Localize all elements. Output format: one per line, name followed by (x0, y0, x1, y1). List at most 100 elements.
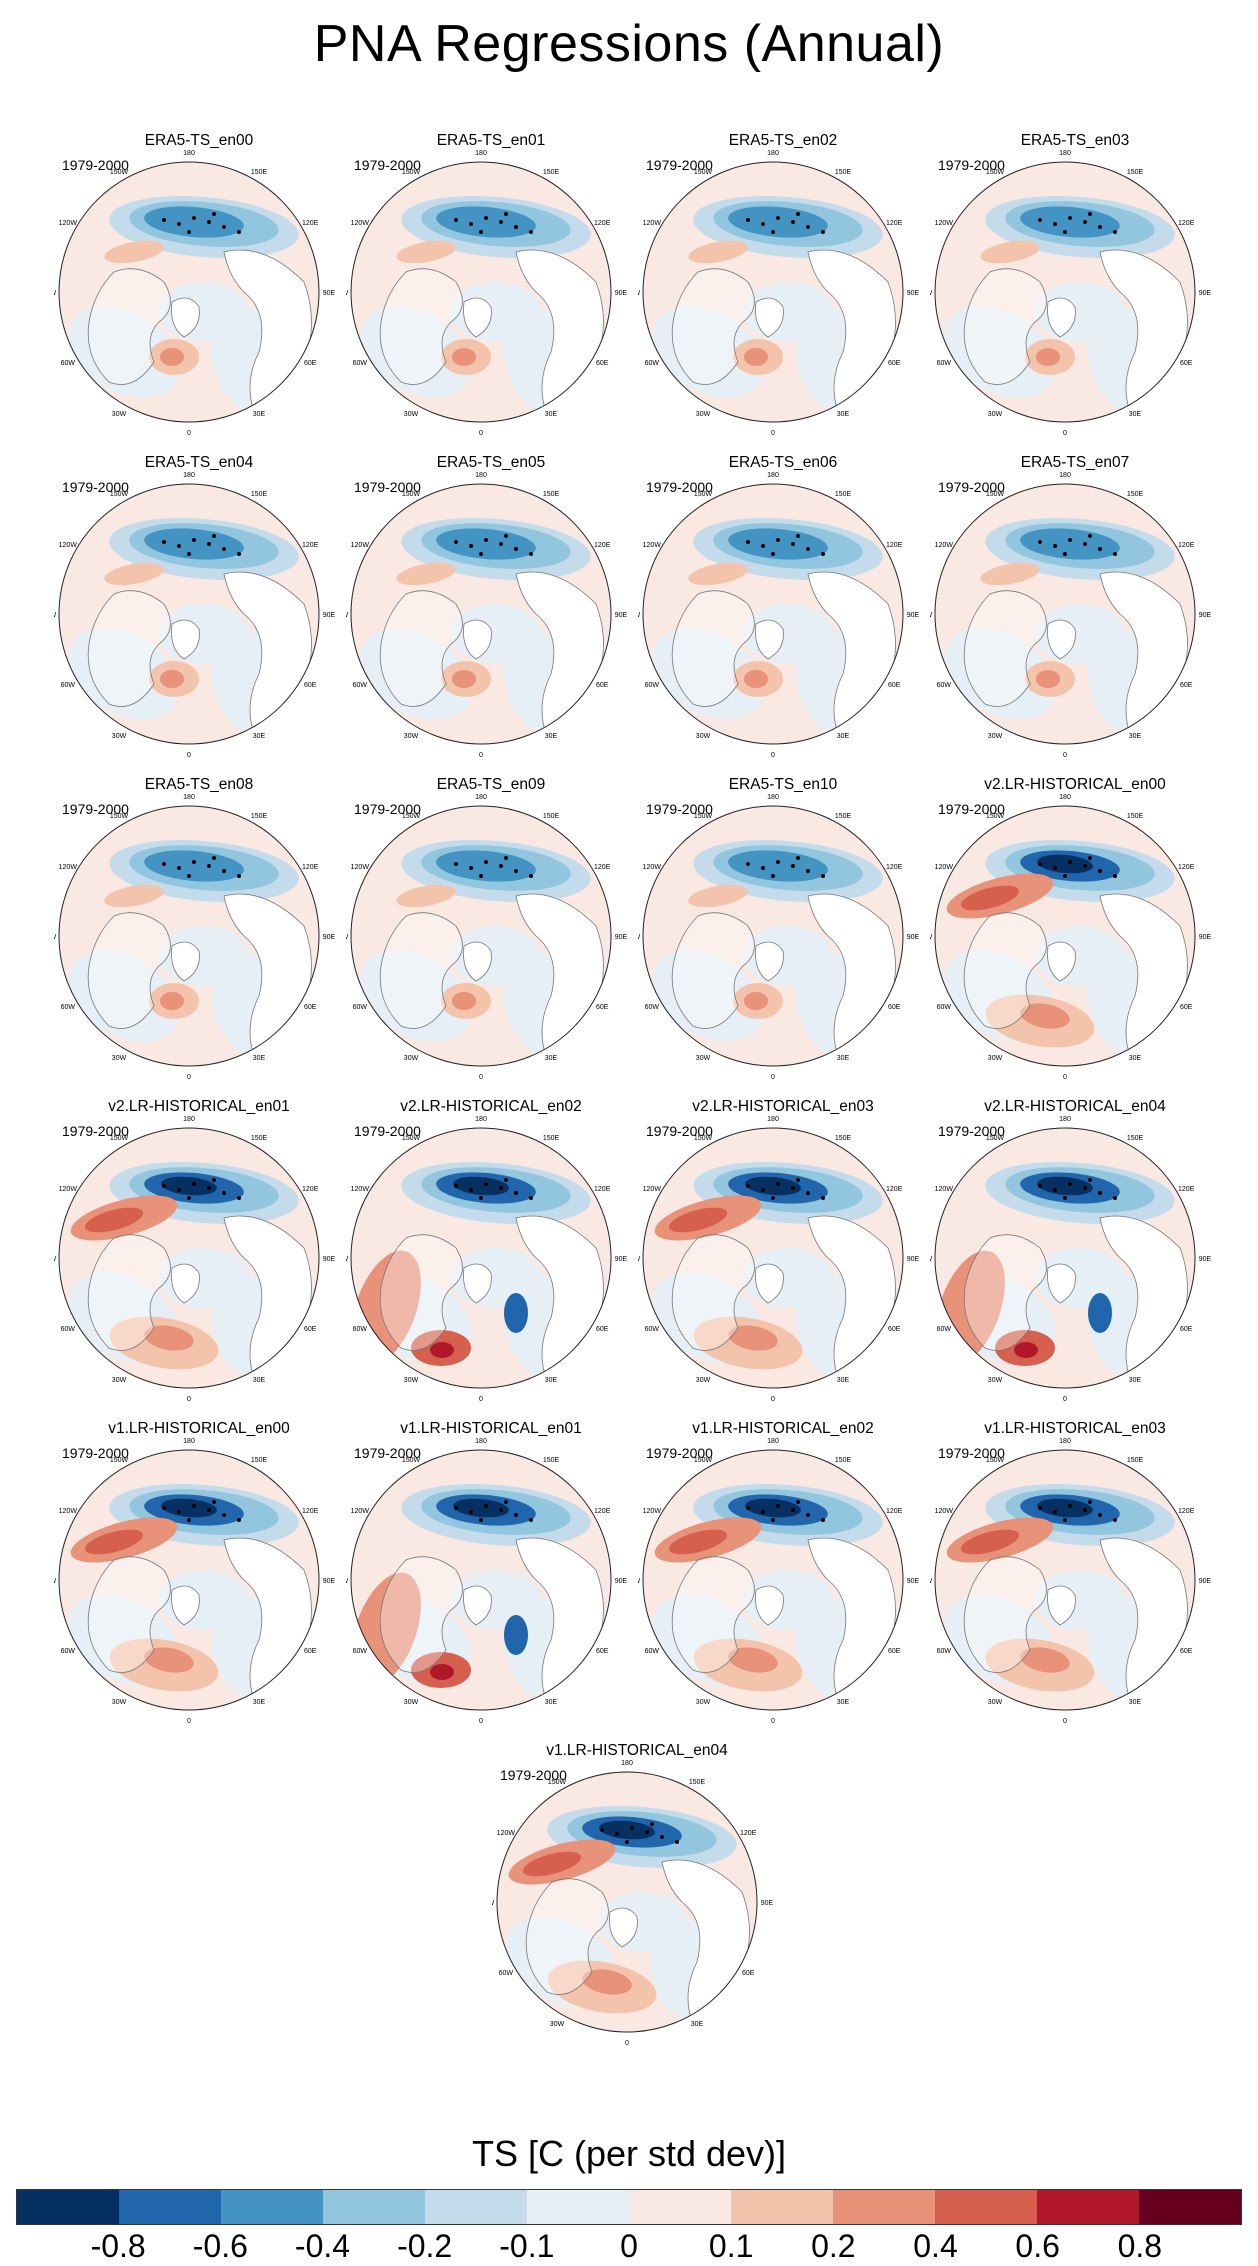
lon-label: 30E (253, 1055, 266, 1062)
map-panel: ERA5-TS_en10 1979-2000 180 150E 120E 90E 60E 30… (638, 776, 928, 1091)
polar-map: 180 150E 120E 90E 60E 30E 0 30W 60W 90W 120W 150W (54, 1438, 336, 1725)
lon-label: 180 (1059, 150, 1071, 157)
lon-label: 150E (835, 169, 852, 176)
lon-label: 120E (886, 1186, 903, 1193)
lon-label: 180 (475, 472, 487, 479)
panel-period: 1979-2000 (938, 1123, 1005, 1139)
lon-label: 120E (594, 542, 611, 549)
polar-map: 180 150E 120E 90E 60E 30E 0 30W 60W 90W 120W 150W (54, 1116, 336, 1403)
lon-label: 150W (986, 491, 1005, 498)
lon-label: 180 (183, 794, 195, 801)
map-panel: ERA5-TS_en05 1979-2000 180 150E 120E 90E 60E 30… (346, 454, 636, 769)
lon-label: 180 (475, 150, 487, 157)
lon-label: 120W (59, 1186, 78, 1193)
lon-label: 180 (767, 150, 779, 157)
lon-label: 60W (61, 1326, 76, 1333)
colorbar-swatch (119, 2190, 221, 2224)
lon-label: 120E (594, 864, 611, 871)
panel-period: 1979-2000 (646, 479, 713, 495)
lon-label: 60W (645, 360, 660, 367)
lon-label: 90E (1199, 1256, 1212, 1263)
colorbar-swatch (425, 2190, 527, 2224)
lon-label: 90W (346, 290, 349, 297)
lon-label: 90E (615, 1578, 628, 1585)
colorbar-tick-label: 0 (620, 2228, 638, 2264)
lon-label: 90E (1199, 934, 1212, 941)
lon-label: 180 (767, 472, 779, 479)
lon-label: 150W (694, 1457, 713, 1464)
lon-label: 150W (986, 169, 1005, 176)
panel-title: v1.LR-HISTORICAL_en04 (546, 1742, 728, 1759)
lon-label: 150E (251, 491, 268, 498)
polar-map: 180 150E 120E 90E 60E 30E 0 30W 60W 90W 120W 150W (930, 1116, 1212, 1403)
panel-period: 1979-2000 (354, 157, 421, 173)
lon-label: 180 (183, 150, 195, 157)
lon-label: 90E (1199, 1578, 1212, 1585)
lon-label: 90W (346, 1578, 349, 1585)
map-panel: v1.LR-HISTORICAL_en02 1979-2000 180 150E 120… (638, 1420, 928, 1735)
polar-map: 180 150E 120E 90E 60E 30E 0 30W 60W 90W 120W 150W (492, 1760, 774, 2047)
lon-label: 30W (112, 1699, 127, 1706)
lon-label: 90E (323, 612, 336, 619)
lon-label: 150E (251, 1457, 268, 1464)
colorbar-tick-label: 0.6 (1015, 2228, 1060, 2264)
lon-label: 30E (1129, 411, 1142, 418)
lon-label: 120E (594, 1508, 611, 1515)
lon-label: 90W (638, 290, 641, 297)
panel-period: 1979-2000 (354, 801, 421, 817)
lon-label: 90W (346, 612, 349, 619)
lon-label: 180 (1059, 1438, 1071, 1445)
lon-label: 90W (638, 1256, 641, 1263)
lon-label: 0 (771, 430, 775, 437)
lon-label: 60W (61, 1004, 76, 1011)
lon-label: 30E (1129, 1055, 1142, 1062)
polar-map: 180 150E 120E 90E 60E 30E 0 30W 60W 90W 120W 150W (346, 1116, 628, 1403)
lon-label: 60E (596, 1648, 609, 1655)
lon-label: 120E (302, 220, 319, 227)
lon-label: 30W (404, 411, 419, 418)
lon-label: 90E (907, 290, 920, 297)
lon-label: 90W (930, 1256, 933, 1263)
lon-label: 180 (475, 1438, 487, 1445)
panel-period: 1979-2000 (938, 1445, 1005, 1461)
lon-label: 60W (937, 1326, 952, 1333)
lon-label: 150E (543, 1135, 560, 1142)
lon-label: 60W (353, 1648, 368, 1655)
lon-label: 30E (837, 411, 850, 418)
lon-label: 120E (302, 1186, 319, 1193)
lon-label: 90W (54, 612, 57, 619)
lon-label: 180 (183, 1438, 195, 1445)
panel-period: 1979-2000 (646, 801, 713, 817)
lon-label: 150E (251, 1135, 268, 1142)
polar-map: 180 150E 120E 90E 60E 30E 0 30W 60W 90W 120W 150W (54, 472, 336, 759)
lon-label: 60E (304, 682, 317, 689)
colorbar-swatch (527, 2190, 629, 2224)
lon-label: 120W (59, 1508, 78, 1515)
map-panel: v2.LR-HISTORICAL_en03 1979-2000 180 150E 120… (638, 1098, 928, 1413)
lon-label: 90E (615, 1256, 628, 1263)
lon-label: 30W (696, 1699, 711, 1706)
lon-label: 30W (696, 1377, 711, 1384)
panel-period: 1979-2000 (646, 157, 713, 173)
lon-label: 60E (596, 1004, 609, 1011)
colorbar-tick-label: -0.2 (397, 2228, 453, 2264)
panel-period: 1979-2000 (938, 801, 1005, 817)
lon-label: 0 (479, 1718, 483, 1725)
lon-label: 60E (596, 682, 609, 689)
lon-label: 30W (404, 1377, 419, 1384)
map-panel: ERA5-TS_en09 1979-2000 180 150E 120E 90E 60E 30… (346, 776, 636, 1091)
map-panel: ERA5-TS_en02 1979-2000 180 150E 120E 90E 60E 30… (638, 132, 928, 447)
lon-label: 90E (907, 1578, 920, 1585)
lon-label: 90E (1199, 290, 1212, 297)
lon-label: 120E (594, 220, 611, 227)
lon-label: 90E (907, 934, 920, 941)
lon-label: 150W (402, 813, 421, 820)
lon-label: 150E (543, 813, 560, 820)
lon-label: 30W (988, 1377, 1003, 1384)
map-panel: v2.LR-HISTORICAL_en04 1979-2000 180 150E 120… (930, 1098, 1220, 1413)
lon-label: 90W (638, 612, 641, 619)
lon-label: 30E (253, 1377, 266, 1384)
lon-label: 150W (402, 1135, 421, 1142)
lon-label: 30E (253, 733, 266, 740)
lon-label: 150W (110, 813, 129, 820)
